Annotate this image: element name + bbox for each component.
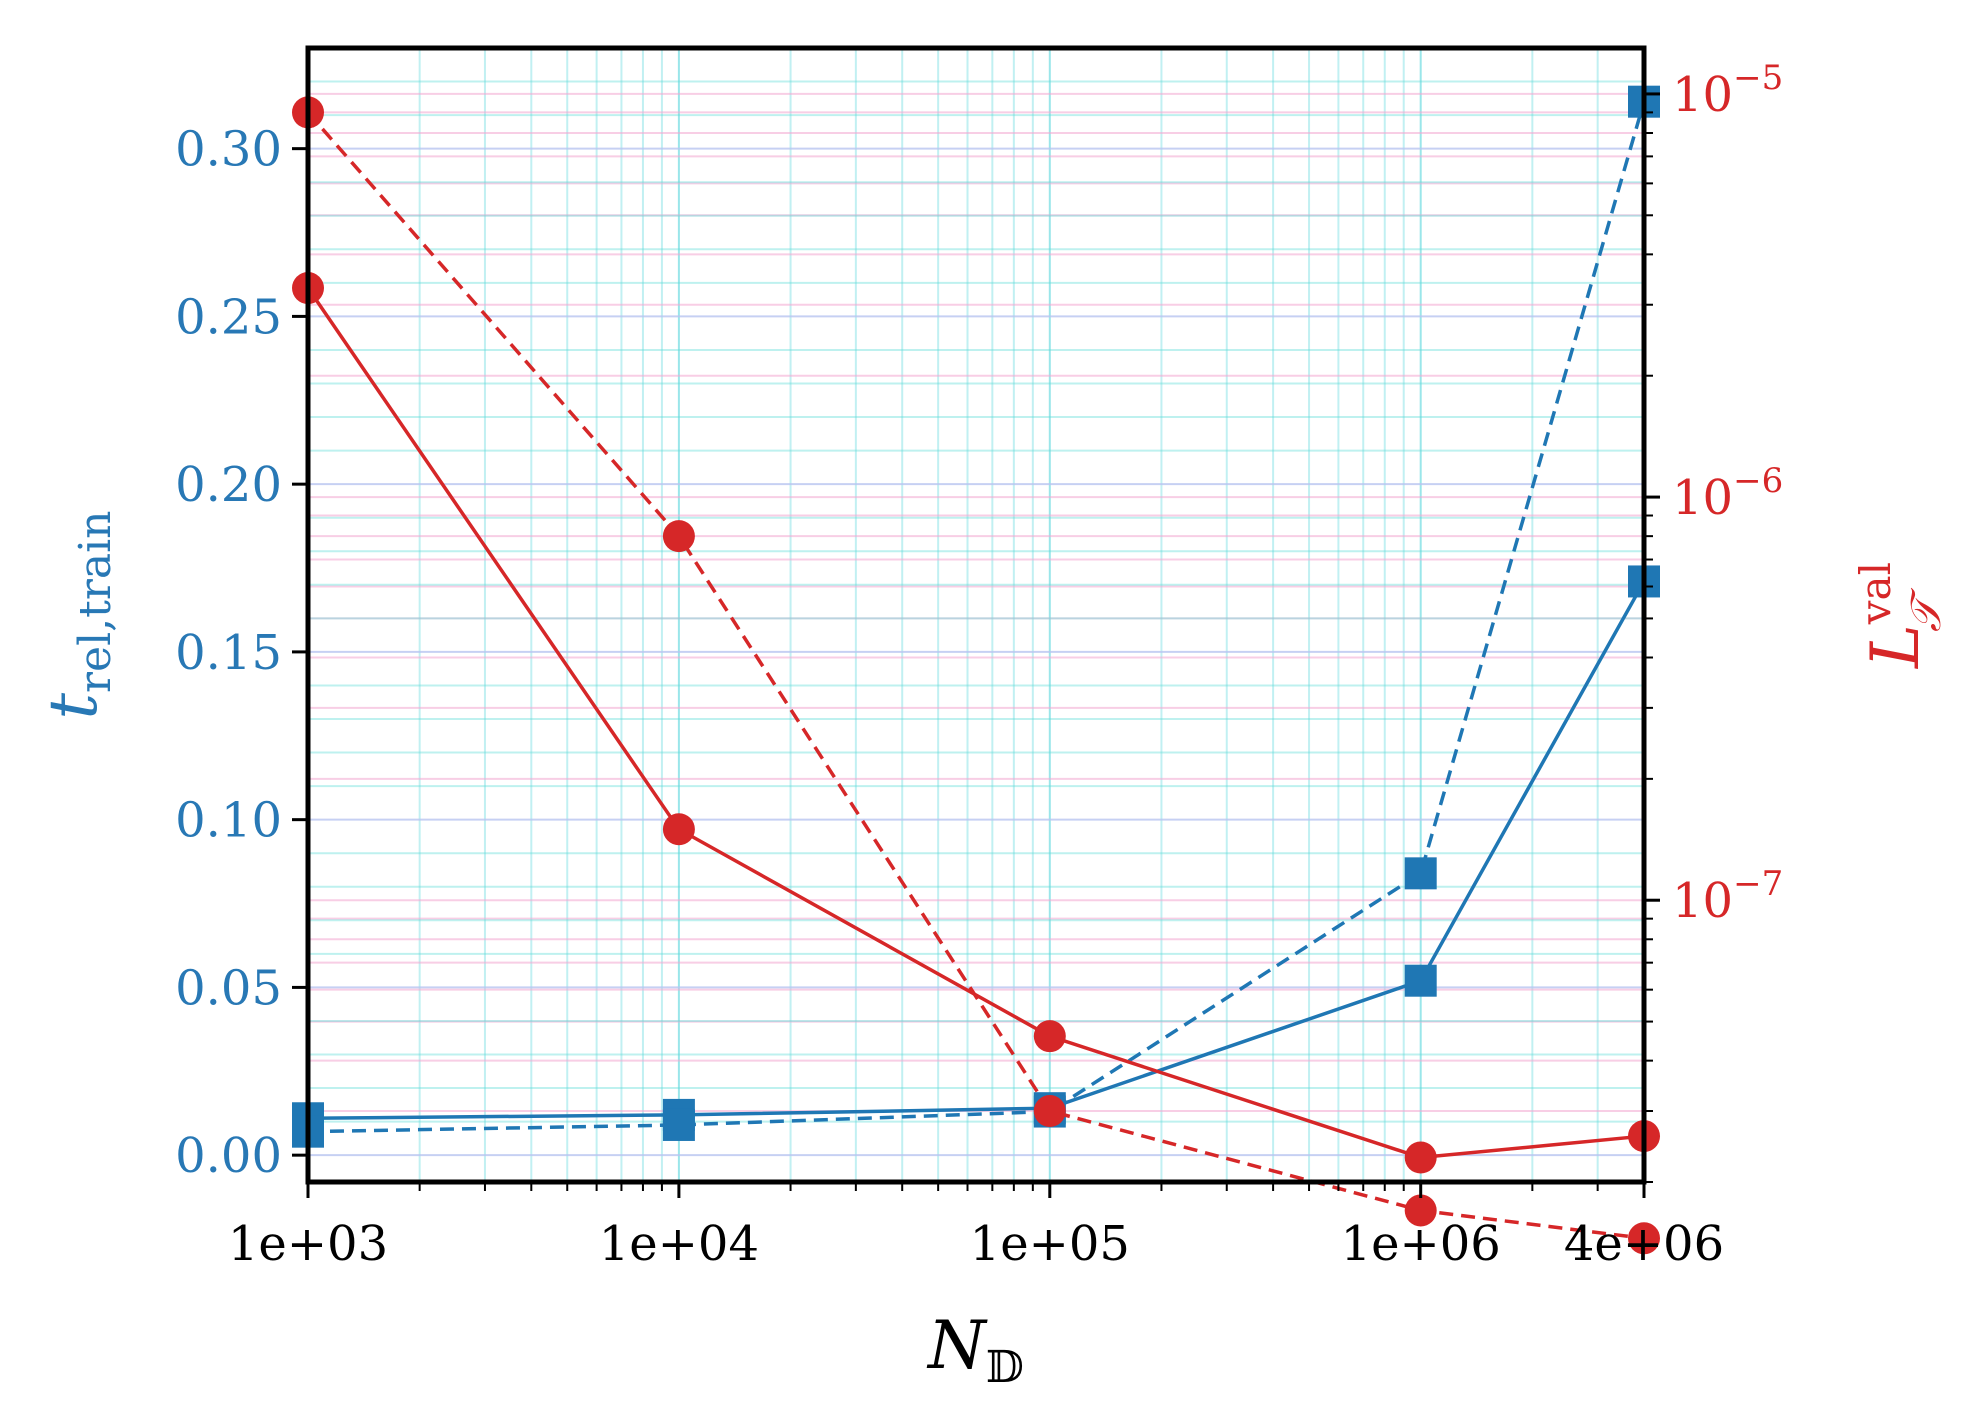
right-y-axis-label-sup: val (1851, 562, 1900, 625)
left-y-axis-label-main: t (35, 693, 112, 720)
data-point-square (1404, 857, 1437, 890)
right-tick-label: 10−5 (1672, 58, 1783, 123)
data-point-circle (1404, 1141, 1437, 1174)
x-tick-label: 1e+06 (1341, 1216, 1501, 1272)
left-tick-label: 0.10 (175, 793, 282, 849)
left-tick-label: 0.15 (175, 625, 282, 681)
x-axis-label: N𝔻 (926, 1307, 1024, 1393)
right-y-axis-label-sub: 𝒯 (1901, 587, 1950, 632)
x-axis: 1e+03 1e+04 1e+05 1e+06 4e+06 (228, 1182, 1724, 1272)
plot-frame (305, 45, 1647, 1185)
data-point-circle (1404, 1194, 1437, 1227)
x-tick-label: 1e+04 (599, 1216, 759, 1272)
data-point-circle (1033, 1020, 1066, 1053)
left-tick-label: 0.25 (175, 289, 282, 345)
right-y-axis-label: Lval𝒯 (1851, 562, 1950, 669)
right-y-axis-label-main: L (1857, 624, 1934, 669)
left-y-axis-label: trel,train (35, 510, 121, 719)
series-group (292, 85, 1660, 1255)
data-point-square (1404, 964, 1437, 997)
data-point-circle (1033, 1095, 1066, 1128)
data-point-circle (662, 520, 695, 553)
right-tick-label: 10−6 (1672, 461, 1783, 526)
data-point-circle (1628, 1222, 1660, 1255)
right-y-axis: 10−7 10−6 10−5 (1644, 58, 1783, 1183)
data-point-square (662, 1108, 695, 1141)
x-axis-label-sub: 𝔻 (986, 1342, 1024, 1393)
left-y-axis: 0.00 0.05 0.10 0.15 0.20 0.25 0.30 (175, 122, 308, 1184)
x-tick-label: 4e+06 (1564, 1216, 1724, 1272)
series-line-2 (307, 101, 1646, 1134)
left-y-axis-label-sub: rel,train (70, 510, 121, 693)
left-tick-label: 0.00 (175, 1128, 282, 1184)
series-line-1 (307, 580, 1646, 1121)
x-axis-label-main: N (926, 1307, 988, 1384)
series-line-4 (306, 111, 1645, 1241)
left-tick-label: 0.05 (175, 960, 282, 1016)
left-tick-label: 0.30 (175, 122, 282, 178)
right-tick-label: 10−7 (1672, 864, 1783, 929)
x-tick-label: 1e+03 (228, 1216, 388, 1272)
left-tick-label: 0.20 (175, 457, 282, 513)
series-line-3 (306, 287, 1645, 1160)
x-tick-label: 1e+05 (970, 1216, 1130, 1272)
data-point-circle (662, 813, 695, 846)
grid (307, 48, 1645, 1183)
